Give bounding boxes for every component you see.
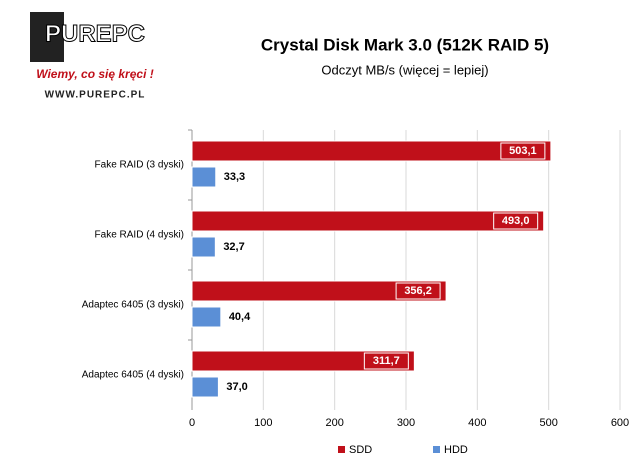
bar bbox=[191, 210, 545, 232]
legend-swatch bbox=[433, 446, 440, 453]
chart-subtitle: Odczyt MB/s (więcej = lepiej) bbox=[321, 62, 488, 77]
logo-url: WWW.PUREPC.PL bbox=[45, 90, 146, 101]
y-tick-label: Fake RAID (4 dyski) bbox=[95, 230, 184, 241]
value-label-box bbox=[500, 142, 546, 160]
x-tick-label: 600 bbox=[611, 417, 629, 429]
value-label-box bbox=[493, 212, 539, 230]
value-label: 356,2 bbox=[404, 285, 432, 297]
x-tick-label: 100 bbox=[254, 417, 272, 429]
x-tick-label: 400 bbox=[468, 417, 486, 429]
value-label: 503,1 bbox=[509, 145, 537, 157]
bar bbox=[191, 280, 447, 302]
legend-label: HDD bbox=[444, 444, 468, 456]
legend-swatch bbox=[338, 446, 345, 453]
logo: PUREPC Wiemy, co się kręci ! WWW.PUREPC.… bbox=[30, 12, 154, 101]
bar bbox=[191, 376, 219, 398]
bar bbox=[191, 350, 415, 372]
y-tick-label: Adaptec 6405 (4 dyski) bbox=[82, 370, 184, 381]
value-label: 33,3 bbox=[224, 171, 245, 183]
bar bbox=[191, 166, 217, 188]
bar bbox=[191, 306, 222, 328]
x-tick-label: 0 bbox=[189, 417, 195, 429]
legend-label: SDD bbox=[349, 444, 372, 456]
bar bbox=[191, 236, 216, 258]
chart-title: Crystal Disk Mark 3.0 (512K RAID 5) bbox=[261, 35, 549, 54]
x-tick-label: 300 bbox=[397, 417, 415, 429]
x-tick-label: 200 bbox=[325, 417, 343, 429]
x-tick-label: 500 bbox=[539, 417, 557, 429]
logo-box bbox=[30, 12, 64, 62]
logo-slogan: Wiemy, co się kręci ! bbox=[36, 67, 154, 81]
value-label: 311,7 bbox=[373, 355, 400, 367]
value-label-box bbox=[395, 282, 441, 300]
bar bbox=[191, 140, 552, 162]
y-tick-label: Fake RAID (3 dyski) bbox=[95, 160, 184, 171]
value-label: 40,4 bbox=[229, 311, 251, 323]
value-label-box bbox=[363, 352, 409, 370]
value-label: 37,0 bbox=[226, 381, 247, 393]
logo-name: PUREPC bbox=[45, 20, 145, 47]
y-tick-label: Adaptec 6405 (3 dyski) bbox=[82, 300, 184, 311]
value-label: 32,7 bbox=[223, 241, 244, 253]
value-label: 493,0 bbox=[502, 215, 530, 227]
